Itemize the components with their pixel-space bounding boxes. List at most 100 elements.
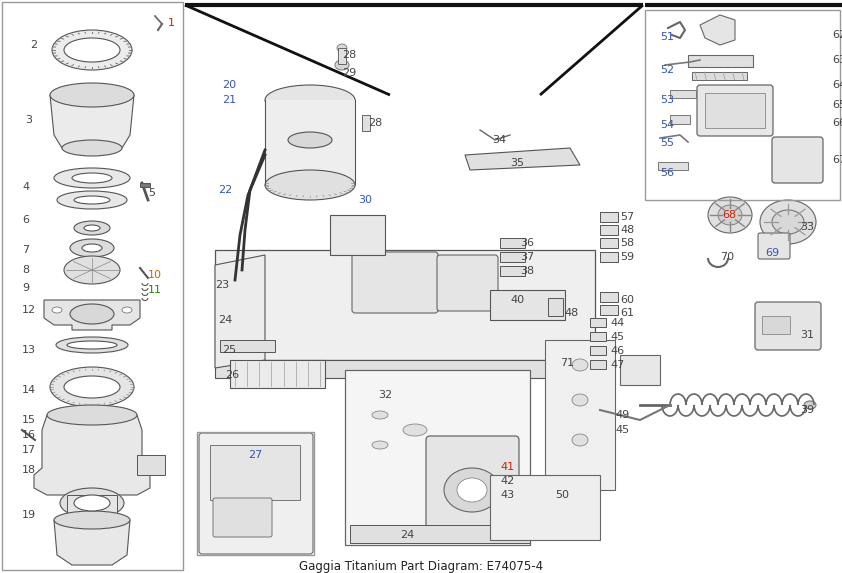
Text: 69: 69 bbox=[765, 248, 779, 258]
Text: 32: 32 bbox=[378, 390, 392, 400]
Bar bbox=[590, 332, 606, 341]
FancyBboxPatch shape bbox=[697, 85, 773, 136]
Bar bbox=[600, 305, 618, 315]
Polygon shape bbox=[215, 255, 265, 368]
Bar bbox=[590, 360, 606, 369]
Bar bbox=[670, 90, 696, 98]
Text: 24: 24 bbox=[218, 315, 232, 325]
Ellipse shape bbox=[50, 83, 134, 107]
FancyBboxPatch shape bbox=[772, 137, 823, 183]
Bar bbox=[345, 370, 530, 545]
FancyBboxPatch shape bbox=[758, 233, 790, 259]
Text: 39: 39 bbox=[800, 405, 814, 415]
Text: 59: 59 bbox=[620, 252, 634, 262]
Ellipse shape bbox=[372, 441, 388, 449]
Text: 37: 37 bbox=[520, 252, 534, 262]
Text: 19: 19 bbox=[22, 510, 36, 520]
Text: 50: 50 bbox=[555, 490, 569, 500]
FancyBboxPatch shape bbox=[213, 498, 272, 537]
Ellipse shape bbox=[57, 191, 127, 209]
Ellipse shape bbox=[335, 60, 349, 70]
Ellipse shape bbox=[372, 411, 388, 419]
Polygon shape bbox=[465, 148, 580, 170]
FancyBboxPatch shape bbox=[215, 250, 595, 360]
FancyBboxPatch shape bbox=[755, 302, 821, 350]
Text: 6: 6 bbox=[22, 215, 29, 225]
Text: 64: 64 bbox=[832, 80, 842, 90]
Text: 14: 14 bbox=[22, 385, 36, 395]
FancyBboxPatch shape bbox=[352, 252, 438, 313]
Bar bbox=[197, 432, 314, 555]
Ellipse shape bbox=[64, 376, 120, 398]
Text: 54: 54 bbox=[660, 120, 674, 130]
Text: 38: 38 bbox=[520, 266, 534, 276]
Text: 5: 5 bbox=[148, 188, 155, 198]
Text: 30: 30 bbox=[358, 195, 372, 205]
Ellipse shape bbox=[444, 468, 500, 512]
Text: 24: 24 bbox=[400, 530, 414, 540]
Ellipse shape bbox=[72, 173, 112, 183]
Ellipse shape bbox=[804, 401, 816, 409]
Ellipse shape bbox=[708, 197, 752, 233]
Text: 2: 2 bbox=[30, 40, 37, 50]
Text: 18: 18 bbox=[22, 465, 36, 475]
Ellipse shape bbox=[265, 85, 355, 115]
Text: 55: 55 bbox=[660, 138, 674, 148]
Bar bbox=[500, 252, 525, 262]
Ellipse shape bbox=[572, 359, 588, 371]
Text: 23: 23 bbox=[215, 280, 229, 290]
Bar bbox=[220, 340, 275, 352]
Ellipse shape bbox=[772, 210, 804, 234]
Text: 48: 48 bbox=[564, 308, 578, 318]
Text: 51: 51 bbox=[660, 32, 674, 42]
Bar bbox=[500, 238, 525, 248]
Bar bbox=[600, 225, 618, 235]
Text: 68: 68 bbox=[722, 210, 736, 220]
Text: 56: 56 bbox=[660, 168, 674, 178]
Polygon shape bbox=[700, 15, 735, 45]
Bar bbox=[658, 162, 688, 170]
Bar bbox=[620, 355, 660, 385]
Text: 48: 48 bbox=[620, 225, 634, 235]
Text: 44: 44 bbox=[610, 318, 624, 328]
Ellipse shape bbox=[54, 168, 130, 188]
Ellipse shape bbox=[74, 221, 110, 235]
Text: 29: 29 bbox=[342, 68, 356, 78]
Text: 60: 60 bbox=[620, 295, 634, 305]
Polygon shape bbox=[44, 300, 140, 330]
Bar bbox=[215, 360, 595, 378]
Ellipse shape bbox=[52, 30, 132, 70]
Ellipse shape bbox=[549, 305, 557, 311]
Text: 34: 34 bbox=[492, 135, 506, 145]
Ellipse shape bbox=[47, 405, 137, 425]
Polygon shape bbox=[34, 415, 150, 495]
Text: 47: 47 bbox=[610, 360, 624, 370]
Polygon shape bbox=[50, 95, 134, 148]
Text: 70: 70 bbox=[720, 252, 734, 262]
FancyBboxPatch shape bbox=[199, 433, 313, 554]
Ellipse shape bbox=[457, 478, 487, 502]
Text: 41: 41 bbox=[500, 462, 514, 472]
Text: 36: 36 bbox=[520, 238, 534, 248]
Text: 3: 3 bbox=[25, 115, 32, 125]
Ellipse shape bbox=[122, 307, 132, 313]
FancyBboxPatch shape bbox=[437, 255, 498, 311]
Text: 61: 61 bbox=[620, 308, 634, 318]
Text: 28: 28 bbox=[342, 50, 356, 60]
Text: 22: 22 bbox=[218, 185, 232, 195]
Polygon shape bbox=[265, 100, 355, 185]
Text: 1: 1 bbox=[168, 18, 175, 28]
Text: 46: 46 bbox=[610, 346, 624, 356]
Text: 12: 12 bbox=[22, 305, 36, 315]
Text: 43: 43 bbox=[500, 490, 514, 500]
Text: 66: 66 bbox=[832, 118, 842, 128]
Text: 45: 45 bbox=[610, 332, 624, 342]
Bar bbox=[548, 298, 563, 316]
Bar bbox=[600, 252, 618, 262]
Bar bbox=[670, 115, 690, 124]
Text: 31: 31 bbox=[800, 330, 814, 340]
Text: Gaggia Titanium Part Diagram: E74075-4: Gaggia Titanium Part Diagram: E74075-4 bbox=[299, 560, 543, 573]
Ellipse shape bbox=[82, 244, 102, 252]
Ellipse shape bbox=[70, 239, 114, 257]
Text: 9: 9 bbox=[22, 283, 29, 293]
